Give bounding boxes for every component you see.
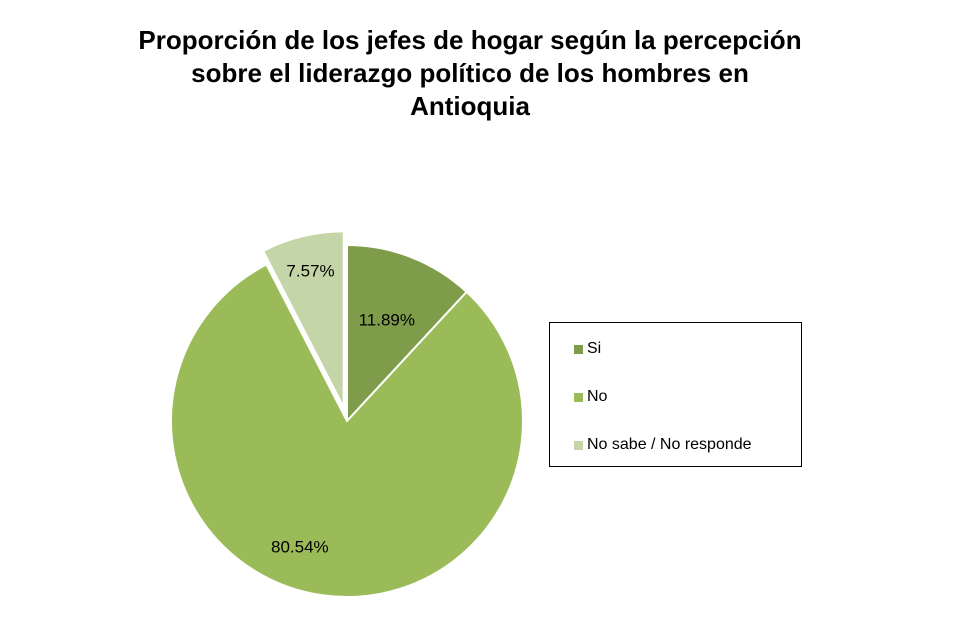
data-label-si: 11.89% <box>359 310 415 329</box>
data-label-no-sabe: 7.57% <box>286 262 334 281</box>
pie-slice-no-sabe <box>261 230 345 408</box>
legend-swatch-no-sabe <box>574 440 583 450</box>
legend-item-si: Si <box>574 339 601 359</box>
pie-slice-si <box>346 243 469 424</box>
legend-item-no-sabe: No sabe / No responde <box>574 435 752 455</box>
legend-item-no: No <box>574 387 607 407</box>
legend-swatch-si <box>574 344 583 354</box>
legend-label-no-sabe: No sabe / No responde <box>587 436 752 453</box>
chart-legend: Si No No sabe / No responde <box>549 322 802 467</box>
pie-slice-no <box>170 263 524 598</box>
chart-title: Proporción de los jefes de hogar según l… <box>138 25 802 121</box>
legend-label-si: Si <box>587 340 602 357</box>
data-label-no: 80.54% <box>271 538 329 557</box>
legend-label-no: No <box>587 388 608 405</box>
legend-swatch-no <box>574 392 583 402</box>
